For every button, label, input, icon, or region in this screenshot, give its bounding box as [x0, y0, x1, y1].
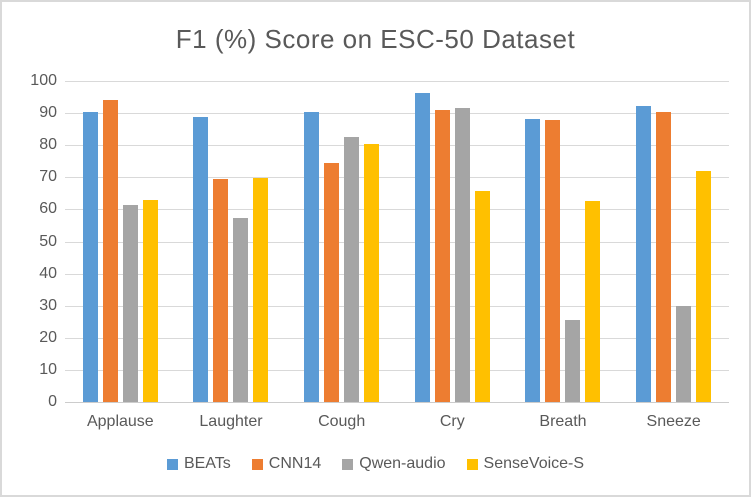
- bar-group-breath: [508, 81, 619, 402]
- gridline: [65, 209, 729, 211]
- bar-qwen-audio-cough: [344, 136, 360, 402]
- y-axis-tick-label: 0: [48, 393, 57, 410]
- plot-area: [65, 81, 729, 403]
- legend-item-beats: BEATs: [166, 455, 231, 472]
- bar-qwen-audio-laughter: [233, 218, 249, 402]
- bar-group-cough: [286, 81, 397, 402]
- x-axis-category-label: Cough: [318, 413, 366, 430]
- legend-swatch-beats: [166, 458, 178, 470]
- legend-label: CNN14: [268, 455, 322, 472]
- bar-cnn14-applause: [102, 100, 118, 402]
- bar-group-applause: [65, 81, 176, 402]
- gridline: [65, 337, 729, 339]
- bar-qwen-audio-sneeze: [676, 306, 692, 402]
- gridline: [65, 145, 729, 147]
- gridline: [65, 273, 729, 275]
- y-axis-tick-label: 10: [39, 360, 57, 378]
- bar-beats-sneeze: [636, 106, 652, 402]
- bar-sensevoice-s-breath: [585, 201, 601, 402]
- x-axis-category-label: Cry: [439, 413, 465, 430]
- gridline: [65, 81, 729, 82]
- bar-group-laughter: [176, 81, 287, 402]
- bar-beats-applause: [82, 111, 98, 402]
- legend-item-qwen-audio: Qwen-audio: [342, 455, 446, 472]
- bar-beats-laughter: [193, 116, 209, 402]
- y-axis-tick-label: 70: [39, 168, 57, 186]
- bar-qwen-audio-breath: [565, 320, 581, 402]
- bar-sensevoice-s-applause: [142, 200, 158, 402]
- bar-cnn14-cry: [434, 109, 450, 402]
- bar-beats-breath: [525, 118, 541, 402]
- bar-cnn14-cough: [324, 163, 340, 402]
- y-axis-tick-label: 60: [39, 200, 57, 218]
- bar-sensevoice-s-cry: [474, 191, 490, 402]
- y-axis-tick-label: 80: [39, 136, 57, 154]
- x-axis-category-label: Laughter: [199, 413, 263, 430]
- y-axis-tick-label: 90: [39, 104, 57, 122]
- gridline: [65, 241, 729, 243]
- legend-item-cnn14: CNN14: [251, 455, 322, 472]
- bar-beats-cough: [304, 111, 320, 402]
- gridline: [65, 113, 729, 115]
- legend-swatch-sensevoice-s: [466, 458, 478, 470]
- bar-cnn14-sneeze: [656, 111, 672, 402]
- x-axis-category-label: Sneeze: [646, 413, 701, 430]
- legend-swatch-cnn14: [251, 458, 263, 470]
- chart-title: F1 (%) Score on ESC-50 Dataset: [175, 24, 576, 54]
- y-axis-tick-label: 40: [39, 264, 57, 282]
- bar-sensevoice-s-laughter: [253, 178, 269, 402]
- gridline: [65, 369, 729, 371]
- legend-label: BEATs: [183, 455, 231, 472]
- legend-swatch-qwen-audio: [342, 458, 354, 470]
- bar-qwen-audio-cry: [454, 107, 470, 402]
- bar-group-cry: [397, 81, 508, 402]
- gridline: [65, 177, 729, 179]
- bar-cnn14-breath: [545, 119, 561, 402]
- legend-label: SenseVoice-S: [483, 455, 585, 472]
- y-axis-tick-label: 50: [39, 232, 57, 250]
- bar-group-sneeze: [618, 81, 729, 402]
- x-axis-category-label: Breath: [539, 413, 587, 430]
- bar-sensevoice-s-cough: [364, 143, 380, 402]
- y-axis-tick-label: 30: [39, 296, 57, 314]
- bar-qwen-audio-applause: [122, 204, 138, 402]
- y-axis-tick-label: 100: [30, 72, 57, 89]
- legend: BEATs CNN14 Qwen-audio SenseVoice-S: [2, 456, 749, 472]
- bar-sensevoice-s-sneeze: [696, 171, 712, 402]
- bar-cnn14-laughter: [213, 179, 229, 402]
- y-axis-tick-label: 20: [39, 328, 57, 346]
- legend-label: Qwen-audio: [359, 455, 446, 472]
- gridline: [65, 305, 729, 307]
- x-axis-line: [65, 402, 729, 403]
- x-axis-category-label: Applause: [86, 413, 154, 430]
- legend-item-sensevoice-s: SenseVoice-S: [466, 455, 585, 472]
- bar-beats-cry: [414, 92, 430, 402]
